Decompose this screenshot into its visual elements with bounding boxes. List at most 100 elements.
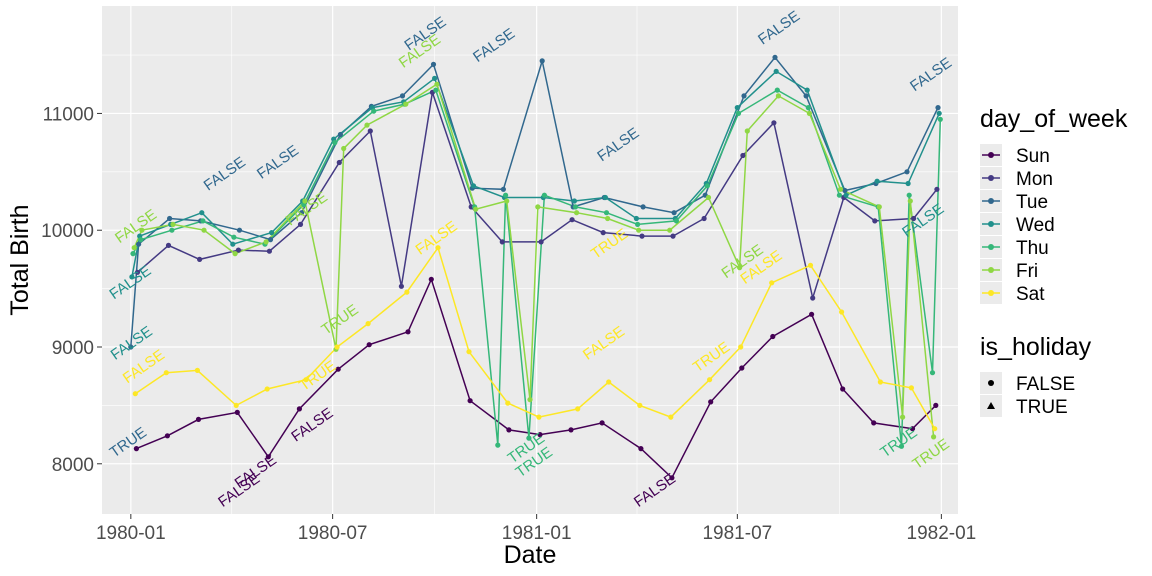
data-point-thu	[371, 108, 377, 114]
data-point-mon	[297, 221, 304, 227]
legend-key-point	[988, 221, 994, 227]
data-point-sun	[708, 399, 714, 405]
data-point-mon	[499, 239, 505, 245]
data-point-fri	[403, 101, 409, 107]
data-point-sun	[506, 427, 512, 433]
data-point-sun	[265, 454, 271, 460]
data-point-wed	[129, 274, 135, 280]
data-point-fri	[263, 239, 269, 245]
data-point-wed	[936, 110, 942, 116]
data-point-fri	[232, 251, 238, 257]
data-point-thu	[433, 87, 439, 93]
series-line-wed	[131, 70, 940, 278]
data-point-fri	[131, 245, 137, 251]
data-point-sat	[132, 391, 138, 397]
data-point-tue	[539, 58, 545, 64]
data-point-tue	[671, 210, 677, 216]
data-point-sat	[404, 289, 410, 295]
x-tick-label: 1980-01	[96, 523, 166, 544]
data-point-mon	[134, 269, 141, 275]
legend-key-point	[988, 244, 994, 250]
x-tick-label: 1981-01	[502, 523, 572, 544]
data-point-mon	[600, 230, 606, 236]
data-point-sat	[365, 321, 371, 327]
data-point-sun	[428, 276, 434, 282]
data-point-fri	[837, 186, 844, 192]
legend-label: Mon	[1016, 169, 1053, 190]
data-point-thu	[704, 183, 711, 189]
data-point-sat	[606, 379, 612, 385]
data-point-sat	[668, 414, 674, 420]
data-point-thu	[526, 435, 532, 441]
circle-icon	[988, 380, 994, 386]
data-point-thu	[603, 210, 610, 216]
x-axis-title: Date	[504, 541, 557, 569]
y-tick-label: 8000	[52, 455, 94, 476]
data-point-thu	[929, 370, 936, 376]
data-point-sat	[807, 262, 814, 268]
data-point-mon	[538, 239, 544, 245]
legend-label: TRUE	[1016, 397, 1068, 418]
x-axis: 1980-01 1980-07 1981-01 1981-07 1982-01	[96, 514, 976, 544]
data-point-tue	[500, 186, 506, 192]
data-point-fri	[302, 198, 308, 204]
y-tick-label: 10000	[41, 221, 94, 242]
y-tick-label: 11000	[43, 104, 94, 125]
data-point-tue	[337, 131, 343, 138]
data-point-mon	[235, 247, 241, 253]
x-tick-label: 1981-07	[702, 523, 772, 544]
data-point-thu	[906, 192, 912, 198]
legend-label: FALSE	[1016, 374, 1075, 395]
data-point-fri	[139, 227, 145, 233]
data-point-fri	[201, 227, 207, 233]
data-point-tue	[741, 93, 747, 99]
data-point-thu	[635, 221, 641, 227]
data-point-sun	[840, 386, 846, 392]
data-point-wed	[230, 241, 236, 247]
y-tick-label: 9000	[52, 338, 94, 359]
data-point-thu	[495, 442, 501, 448]
legend-label: Thu	[1016, 238, 1049, 259]
series-points	[128, 54, 943, 481]
data-point-thu	[805, 105, 811, 111]
data-point-fri	[535, 204, 541, 210]
data-point-fri	[931, 434, 937, 440]
data-point-wed	[470, 183, 477, 189]
legend-key-point	[988, 267, 994, 273]
data-point-mon	[639, 233, 645, 239]
data-point-sun	[164, 433, 170, 439]
legend-label: Wed	[1016, 215, 1055, 236]
data-point-tue	[904, 169, 910, 175]
data-point-mon	[810, 295, 816, 301]
legend-label: Tue	[1016, 192, 1048, 213]
series-line-tue	[130, 56, 939, 348]
data-point-sun	[933, 402, 939, 408]
shape-legend-title: is_holiday	[980, 333, 1092, 361]
data-point-mon	[911, 215, 917, 222]
x-tick-label: 1982-01	[907, 523, 977, 544]
legend-key-point	[988, 290, 994, 296]
data-point-sun	[296, 406, 302, 412]
data-point-wed	[269, 230, 275, 236]
data-point-fri	[574, 210, 580, 216]
data-point-mon	[165, 242, 172, 248]
data-point-sat	[908, 385, 915, 391]
data-point-sat	[932, 426, 938, 432]
data-point-thu	[332, 140, 338, 146]
data-point-thu	[138, 237, 144, 243]
data-point-mon	[740, 152, 746, 159]
data-point-sat	[637, 402, 643, 408]
data-point-thu	[169, 227, 175, 233]
legend-label: Fri	[1016, 261, 1038, 282]
data-point-sun	[366, 342, 372, 348]
legend-key-point	[988, 152, 994, 158]
data-point-wed	[905, 180, 911, 187]
data-point-wed	[199, 210, 205, 216]
y-axis: 8000 9000 10000 11000	[41, 104, 102, 476]
data-point-fri	[605, 215, 611, 222]
data-point-fri	[364, 122, 370, 128]
data-point-sat	[536, 414, 542, 420]
x-tick-label: 1980-07	[298, 523, 368, 544]
